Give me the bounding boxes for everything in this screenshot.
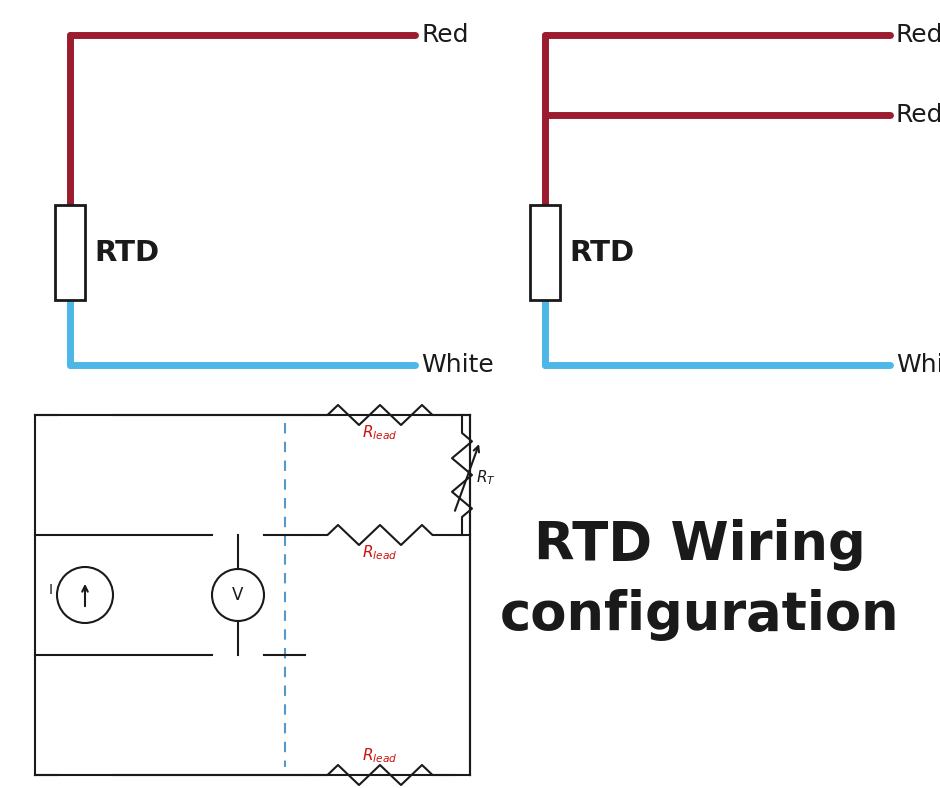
Text: Red: Red: [896, 23, 940, 47]
Text: Red: Red: [896, 103, 940, 127]
Text: White: White: [421, 353, 494, 377]
Text: I: I: [49, 583, 53, 597]
Text: RTD: RTD: [569, 239, 634, 266]
Bar: [55, 205, 85, 300]
Text: $R_T$: $R_T$: [476, 468, 495, 487]
Text: RTD: RTD: [94, 239, 159, 266]
Text: V: V: [232, 586, 243, 604]
Bar: [530, 205, 560, 300]
Text: configuration: configuration: [500, 589, 900, 641]
Text: $R_{lead}$: $R_{lead}$: [362, 423, 398, 442]
Text: RTD Wiring: RTD Wiring: [534, 519, 866, 571]
Text: $R_{lead}$: $R_{lead}$: [362, 543, 398, 562]
Text: Red: Red: [421, 23, 468, 47]
Text: $R_{lead}$: $R_{lead}$: [362, 746, 398, 765]
Text: White: White: [896, 353, 940, 377]
